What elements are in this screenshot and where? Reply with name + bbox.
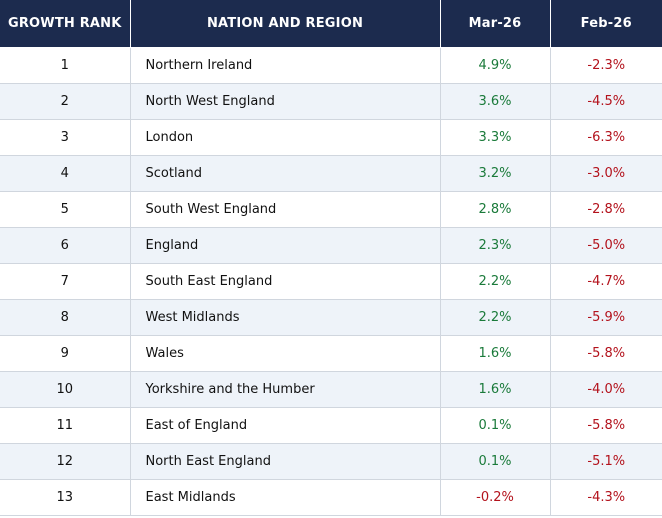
mar-26-cell: 1.6% [439,335,551,372]
feb-26-cell: -4.5% [549,83,662,120]
table-row: 8 West Midlands 2.2% -5.9% [0,299,662,336]
header-feb-26: Feb-26 [549,0,662,48]
region-cell: East Midlands [129,479,441,516]
region-cell: South West England [129,191,441,228]
region-cell: North West England [129,83,441,120]
feb-26-cell: -2.8% [549,191,662,228]
region-cell: Yorkshire and the Humber [129,371,441,408]
mar-26-cell: 3.6% [439,83,551,120]
table-row: 7 South East England 2.2% -4.7% [0,263,662,300]
region-cell: North East England [129,443,441,480]
region-cell: West Midlands [129,299,441,336]
rank-cell: 11 [0,407,131,444]
mar-26-cell: 0.1% [439,407,551,444]
feb-26-cell: -3.0% [549,155,662,192]
rank-cell: 2 [0,83,131,120]
table-row: 11 East of England 0.1% -5.8% [0,407,662,444]
rank-cell: 10 [0,371,131,408]
mar-26-cell: 4.9% [439,47,551,84]
feb-26-cell: -5.1% [549,443,662,480]
header-growth-rank: GROWTH RANK [0,0,131,48]
table-row: 3 London 3.3% -6.3% [0,119,662,156]
mar-26-cell: 1.6% [439,371,551,408]
rank-cell: 4 [0,155,131,192]
region-cell: London [129,119,441,156]
table-row: 1 Northern Ireland 4.9% -2.3% [0,47,662,84]
region-cell: Wales [129,335,441,372]
feb-26-cell: -5.8% [549,335,662,372]
header-row: GROWTH RANK NATION AND REGION Mar-26 Feb… [0,0,662,48]
rank-cell: 13 [0,479,131,516]
mar-26-cell: 2.3% [439,227,551,264]
region-cell: South East England [129,263,441,300]
mar-26-cell: 0.1% [439,443,551,480]
rank-cell: 8 [0,299,131,336]
table-row: 9 Wales 1.6% -5.8% [0,335,662,372]
feb-26-cell: -5.8% [549,407,662,444]
mar-26-cell: 2.8% [439,191,551,228]
header-mar-26: Mar-26 [439,0,551,48]
table-row: 13 East Midlands -0.2% -4.3% [0,479,662,516]
rank-cell: 6 [0,227,131,264]
region-cell: Northern Ireland [129,47,441,84]
mar-26-cell: 3.2% [439,155,551,192]
feb-26-cell: -5.9% [549,299,662,336]
region-cell: Scotland [129,155,441,192]
table-body: 1 Northern Ireland 4.9% -2.3% 2 North West En… [0,47,662,516]
feb-26-cell: -2.3% [549,47,662,84]
rank-cell: 3 [0,119,131,156]
mar-26-cell: 2.2% [439,299,551,336]
rank-cell: 5 [0,191,131,228]
mar-26-cell: 3.3% [439,119,551,156]
region-cell: East of England [129,407,441,444]
table-row: 4 Scotland 3.2% -3.0% [0,155,662,192]
rank-cell: 7 [0,263,131,300]
table-row: 12 North East England 0.1% -5.1% [0,443,662,480]
feb-26-cell: -4.3% [549,479,662,516]
rank-cell: 12 [0,443,131,480]
table-row: 6 England 2.3% -5.0% [0,227,662,264]
feb-26-cell: -4.7% [549,263,662,300]
rank-cell: 1 [0,47,131,84]
table-header: GROWTH RANK NATION AND REGION Mar-26 Feb… [0,0,662,48]
region-cell: England [129,227,441,264]
table-row: 2 North West England 3.6% -4.5% [0,83,662,120]
mar-26-cell: 2.2% [439,263,551,300]
table-row: 5 South West England 2.8% -2.8% [0,191,662,228]
rank-cell: 9 [0,335,131,372]
table-row: 10 Yorkshire and the Humber 1.6% -4.0% [0,371,662,408]
feb-26-cell: -4.0% [549,371,662,408]
feb-26-cell: -5.0% [549,227,662,264]
header-nation-and-region: NATION AND REGION [129,0,441,48]
feb-26-cell: -6.3% [549,119,662,156]
mar-26-cell: -0.2% [439,479,551,516]
